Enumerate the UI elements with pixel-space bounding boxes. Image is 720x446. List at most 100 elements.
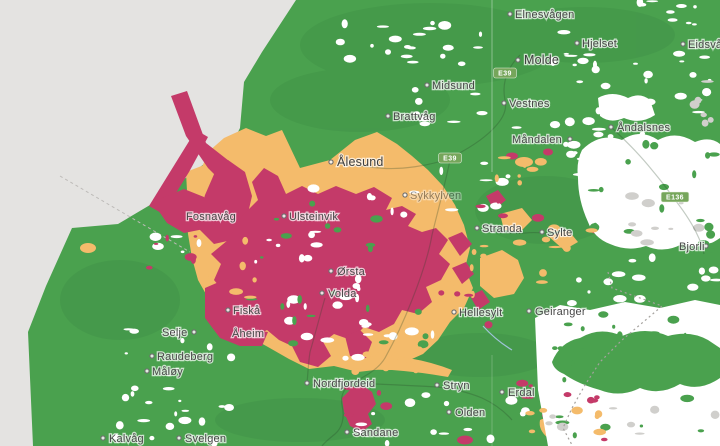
terrain-speck xyxy=(412,364,420,374)
terrain-speck xyxy=(409,190,420,194)
place-marker-icon xyxy=(191,329,197,335)
terrain-speck xyxy=(406,360,412,368)
terrain-speck xyxy=(526,166,539,172)
terrain-speck xyxy=(444,281,455,287)
terrain-speck xyxy=(376,25,389,28)
e-road-badge-label: E39 xyxy=(498,71,512,78)
terrain-speck xyxy=(404,398,416,408)
terrain-speck xyxy=(606,101,619,106)
terrain-speck xyxy=(701,80,714,83)
terrain-speck xyxy=(479,179,493,182)
place-label: Hjelset xyxy=(582,38,617,50)
terrain-speck xyxy=(612,104,621,109)
terrain-speck xyxy=(539,408,548,413)
terrain-speck xyxy=(593,131,604,138)
terrain-speck xyxy=(273,217,280,221)
terrain-speck xyxy=(415,97,423,105)
e-road-badge-label: E136 xyxy=(666,195,684,202)
terrain-speck xyxy=(592,127,606,131)
terrain-speck xyxy=(539,269,547,277)
terrain-speck xyxy=(517,174,521,178)
place-marker-icon xyxy=(176,435,182,441)
terrain-speck xyxy=(659,204,665,213)
terrain-speck xyxy=(579,347,592,354)
place-label-group: Elnesvågen xyxy=(507,8,576,22)
terrain-speck xyxy=(625,159,631,165)
terrain-speck xyxy=(376,390,382,396)
place-marker-icon xyxy=(304,380,310,386)
place-label: Hellesylt xyxy=(459,307,502,319)
terrain-speck xyxy=(562,244,571,252)
terrain-speck xyxy=(280,233,292,239)
terrain-speck xyxy=(696,218,705,223)
terrain-speck xyxy=(595,107,602,115)
terrain-speck xyxy=(628,222,637,227)
terrain-speck xyxy=(145,400,153,405)
terrain-speck xyxy=(687,283,699,291)
terrain-speck xyxy=(683,332,687,341)
terrain-speck xyxy=(300,332,314,341)
terrain-speck xyxy=(589,154,604,159)
terrain-speck xyxy=(552,346,558,350)
terrain-speck xyxy=(413,111,420,116)
terrain-speck xyxy=(525,411,535,416)
terrain-speck xyxy=(411,87,419,93)
terrain-speck xyxy=(365,304,370,312)
terrain-speck xyxy=(686,245,696,255)
place-label-group: Hellesylt xyxy=(451,306,503,320)
terrain-speck xyxy=(244,295,257,299)
terrain-speck xyxy=(374,352,386,355)
terrain-speck xyxy=(473,46,483,49)
coverage-green-island xyxy=(552,331,720,394)
terrain-speck xyxy=(361,325,370,328)
terrain-speck xyxy=(464,293,474,297)
terrain-speck xyxy=(511,126,522,129)
terrain-speck xyxy=(471,249,477,255)
terrain-speck xyxy=(512,239,527,246)
place-label-group: Hjelset xyxy=(574,37,618,51)
terrain-speck xyxy=(519,410,526,417)
terrain-speck xyxy=(438,21,452,30)
terrain-speck xyxy=(438,296,452,302)
place-label-group: Sykkylven xyxy=(402,189,462,203)
terrain-speck xyxy=(600,423,611,431)
place-label-group: Molde xyxy=(515,52,560,68)
terrain-speck xyxy=(423,116,429,120)
terrain-speck xyxy=(303,254,313,262)
terrain-speck xyxy=(707,242,718,249)
place-label-group: Fosnavåg xyxy=(185,210,237,224)
terrain-speck xyxy=(607,114,621,119)
terrain-speck xyxy=(673,50,686,57)
terrain-speck xyxy=(521,396,534,399)
terrain-speck xyxy=(564,54,578,57)
place-label: Elnesvågen xyxy=(515,9,575,21)
place-label: Selje xyxy=(162,327,187,339)
terrain-speck xyxy=(594,413,600,419)
terrain-speck xyxy=(388,332,398,341)
terrain-speck xyxy=(227,353,236,362)
terrain-speck xyxy=(480,161,489,165)
place-label: Sykkylven xyxy=(410,190,461,202)
terrain-speck xyxy=(208,272,214,281)
terrain-speck xyxy=(618,101,623,105)
terrain-speck xyxy=(651,226,659,230)
terrain-speck xyxy=(588,398,599,403)
place-marker-icon xyxy=(507,11,513,17)
terrain-speck xyxy=(165,422,175,430)
terrain-speck xyxy=(400,54,413,59)
place-label-group: Vestnes xyxy=(501,97,551,111)
place-marker-icon xyxy=(680,41,686,47)
terrain-speck xyxy=(702,88,712,97)
place-label: Volda xyxy=(328,288,357,300)
river-line xyxy=(482,325,513,351)
terrain-speck xyxy=(497,156,511,160)
place-marker-icon xyxy=(319,290,325,296)
terrain-speck xyxy=(693,5,697,9)
place-label-group: Volda xyxy=(319,287,358,301)
terrain-speck xyxy=(153,242,159,245)
terrain-speck xyxy=(354,274,362,284)
place-label: Fosnavåg xyxy=(186,211,236,223)
terrain-speck xyxy=(388,35,402,43)
